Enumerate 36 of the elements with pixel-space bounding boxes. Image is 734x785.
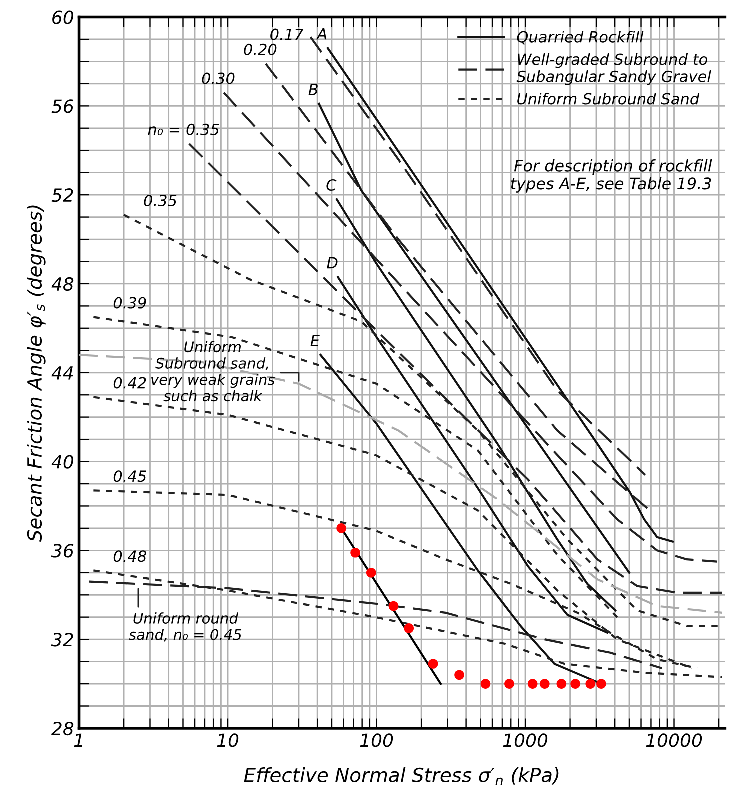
- y-axis-title: Secant Friction Angle φ′$_{s}$ (degrees): [27, 206, 46, 542]
- x-tick-label: 10: [217, 734, 239, 748]
- x-axis-title: Effective Normal Stress σ′$_{n}$ (kPa): [244, 767, 559, 785]
- annotation: 0.35: [144, 195, 177, 207]
- annotation: 0.45: [114, 470, 146, 482]
- legend-label: Quarried Rockfill: [517, 31, 644, 45]
- x-tick-label: 100: [360, 734, 394, 748]
- annotation: Uniform Subround sand, very weak grains such as chalk: [151, 341, 275, 402]
- annotation: 0.39: [114, 297, 146, 309]
- x-tick-label: 1000: [503, 734, 548, 748]
- y-tick-label: 60: [52, 10, 74, 24]
- annotation: C: [326, 179, 337, 191]
- legend-label: Uniform Subround Sand: [518, 92, 700, 105]
- annotation: 0.20: [244, 44, 277, 56]
- annotation: D: [327, 257, 338, 269]
- legend-label: Well-graded Subround to Subangular Sandy Gravel: [516, 53, 712, 86]
- annotation: For description of rockfill types A-E, see Table 19.3: [511, 160, 712, 193]
- annotation: A: [316, 28, 327, 40]
- annotation: 0.30: [202, 72, 235, 84]
- y-tick-label: 32: [51, 633, 74, 647]
- annotation: 0.42: [114, 377, 146, 389]
- annotation: Uniform round sand, n₀ = 0.45: [129, 612, 242, 642]
- y-tick-label: 40: [52, 455, 74, 469]
- annotation: B: [308, 84, 318, 96]
- y-tick-label: 52: [52, 188, 74, 202]
- annotation: 0.48: [114, 550, 146, 562]
- annotation: 0.17: [270, 28, 304, 40]
- x-tick-label: 1: [74, 734, 82, 748]
- annotation: E: [310, 335, 320, 346]
- y-tick-label: 48: [52, 277, 74, 292]
- y-tick-label: 56: [52, 100, 74, 114]
- y-tick-label: 36: [51, 544, 74, 558]
- x-tick-label: 10000: [646, 734, 702, 748]
- y-tick-label: 28: [52, 722, 74, 736]
- y-tick-label: 44: [52, 366, 74, 380]
- annotation: n₀ = 0.35: [148, 124, 220, 136]
